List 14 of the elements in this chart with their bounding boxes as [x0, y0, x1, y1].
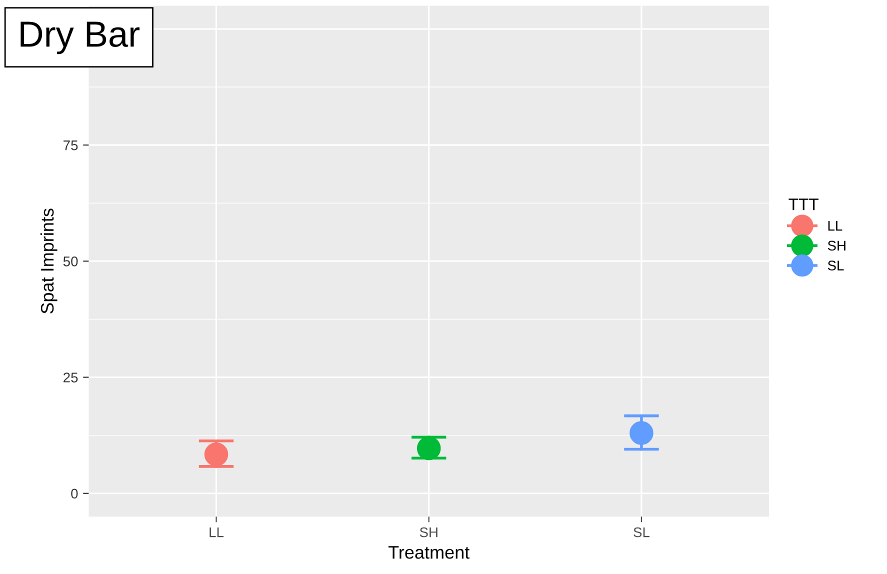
x-tick-label: SH	[420, 527, 438, 538]
legend-label: LL	[828, 221, 842, 231]
x-tick-label: LL	[210, 528, 224, 538]
y-tick-label: 0	[71, 488, 78, 499]
y-axis-title: Spat Imprints	[40, 208, 58, 314]
legend-label: SL	[828, 260, 844, 270]
legend-title: TTT	[788, 198, 818, 210]
chart-title: Dry Bar	[20, 22, 140, 54]
x-tick-label: SL	[634, 527, 650, 538]
legend-label: SH	[828, 240, 846, 251]
y-tick-label: 25	[64, 372, 78, 382]
x-axis-title: Treatment	[388, 546, 470, 559]
y-tick-label: 50	[63, 256, 78, 266]
y-tick-label: 75	[64, 140, 78, 150]
